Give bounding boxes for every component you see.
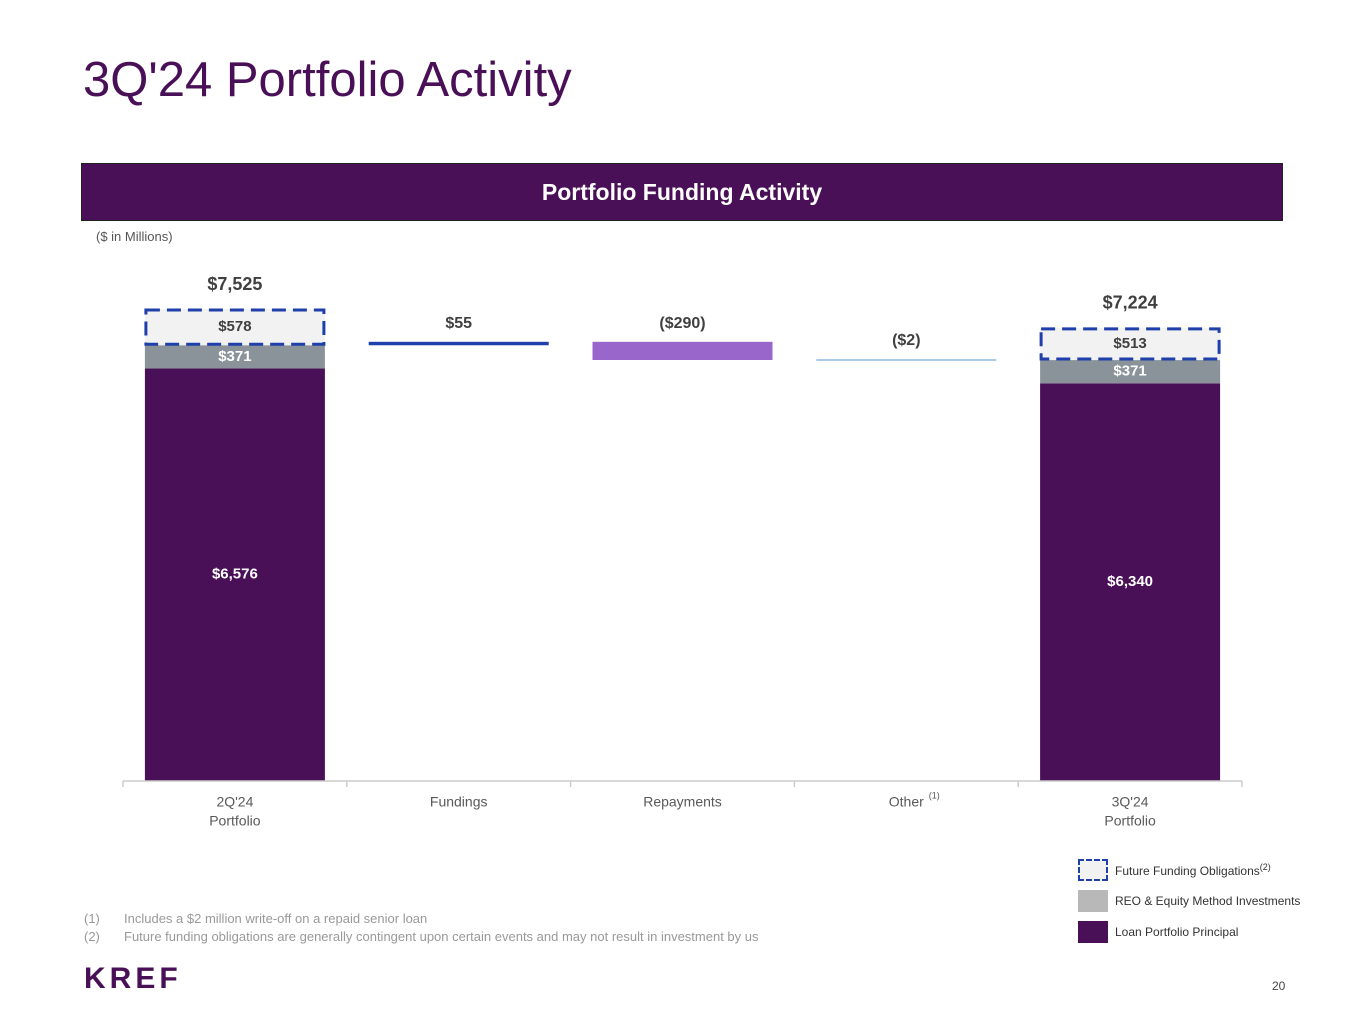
bar-0-loan: [144, 368, 325, 781]
bar-other: [816, 358, 997, 361]
chart-banner-title: Portfolio Funding Activity: [541, 178, 823, 205]
legend-item-future-funding: Future Funding Obligations(2): [1078, 859, 1271, 881]
bar-fundings-label: $55: [445, 315, 472, 332]
legend-swatch-reo: [1078, 890, 1108, 912]
legend-swatch-loan: [1078, 921, 1108, 943]
bar-0-future: [144, 309, 325, 346]
bar-1-loan-label: $6,340: [1107, 573, 1153, 590]
bar-fundings: [368, 341, 549, 346]
kref-logo: KREF: [84, 962, 182, 995]
bar-1-reo: [1040, 360, 1221, 384]
x-tick-footnote-ref: (1): [929, 790, 940, 800]
x-tick-label: Portfolio: [209, 813, 261, 829]
chart-banner: Portfolio Funding Activity: [81, 163, 1283, 221]
footnote-1: (1) Includes a $2 million write-off on a …: [84, 911, 427, 926]
footnote-1-number: (1): [84, 911, 100, 926]
bar-0-future-outline: [144, 308, 326, 346]
waterfall-chart: $6,576 $371 $578 $7,525 $6,340 $371 $513 $7,224…: [122, 274, 1243, 829]
bar-1-reo-label: $371: [1113, 363, 1146, 380]
bar-other-label: ($2): [892, 332, 920, 349]
legend-label-future-funding: Future Funding Obligations(2): [1115, 862, 1271, 878]
bar-1-loan: [1040, 383, 1221, 781]
bar-0-reo-label: $371: [218, 348, 251, 365]
legend-label-reo: REO & Equity Method Investments: [1115, 894, 1301, 908]
bar-1-future-outline: [1039, 327, 1221, 361]
page-title: 3Q'24 Portfolio Activity: [83, 53, 572, 107]
bar-0-total-label: $7,525: [207, 274, 262, 294]
x-tick-label: Repayments: [643, 794, 722, 810]
bar-repayments: [592, 341, 773, 360]
bar-1-total-label: $7,224: [1103, 293, 1158, 313]
legend-item-reo: REO & Equity Method Investments: [1078, 890, 1300, 912]
legend-swatch-future-funding: [1078, 859, 1108, 881]
legend-item-loan: Loan Portfolio Principal: [1078, 921, 1238, 943]
bar-0-loan-label: $6,576: [212, 566, 258, 583]
x-tick-label: 3Q'24: [1112, 794, 1149, 810]
bar-1-future-label: $513: [1113, 335, 1146, 352]
legend-label-loan: Loan Portfolio Principal: [1115, 925, 1239, 939]
x-tick-label: Fundings: [430, 794, 488, 810]
footnote-1-text: Includes a $2 million write-off on a rep…: [124, 911, 428, 926]
footnote-2: (2) Future funding obligations are genera…: [84, 929, 759, 944]
footnote-2-text: Future funding obligations are generally…: [124, 929, 759, 944]
bar-1-future: [1040, 327, 1221, 361]
bar-repayments-label: ($290): [659, 315, 705, 332]
bar-0-future-label: $578: [218, 318, 251, 335]
page-number: 20: [1272, 979, 1286, 993]
x-tick-label: 2Q'24: [216, 794, 253, 810]
bar-0-reo: [144, 345, 325, 369]
x-tick-label: Portfolio: [1104, 813, 1156, 829]
footnote-2-number: (2): [84, 929, 100, 944]
units-label: ($ in Millions): [96, 229, 173, 244]
x-tick-label: Other: [889, 794, 924, 810]
